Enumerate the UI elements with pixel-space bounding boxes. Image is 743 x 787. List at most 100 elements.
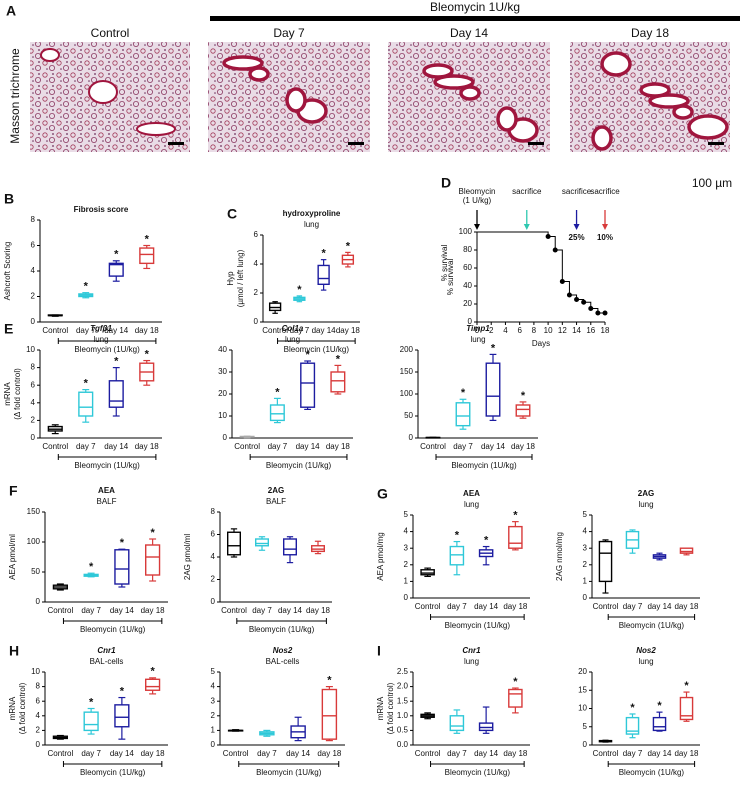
box [420,569,435,576]
y-tick-label: 4 [211,552,216,561]
y-tick-label: 0 [211,740,216,749]
chart-title: Timp1 [466,324,490,333]
significance-star: * [305,349,310,361]
x-tick-label: Control [593,602,619,611]
y-tick-label: 2.0 [397,682,409,691]
scale-bar [708,142,724,145]
airway [222,55,264,71]
significance-star: * [120,537,125,549]
y-tick-label: 2 [31,292,36,301]
x-tick-label: Control [47,749,73,758]
significance-star: * [114,356,119,368]
y-tick-label: 10 [26,345,35,354]
box [145,544,161,576]
chart-title: lung [93,335,108,344]
x-tick-label: day 14 [104,326,129,335]
panel-letter: F [9,483,18,499]
y-tick-label: 100 [400,389,414,398]
airway [496,106,518,132]
box [485,362,501,417]
chart-title: lung [638,657,653,666]
group-label: Bleomycin (1U/kg) [249,625,315,634]
x-tick-label: Control [415,749,441,758]
y-tick-label: 20 [578,667,587,676]
y-tick-label: 1 [404,577,409,586]
event-label: sacrifice [562,187,592,196]
y-tick-label: 0 [211,597,216,606]
x-tick-label: Control [42,442,68,451]
x-tick-label: day 18 [135,326,160,335]
significance-star: * [114,249,119,261]
y-tick-label: 6 [31,241,36,250]
y-tick-label: 4 [31,398,36,407]
y-axis-label: % survival [440,245,449,282]
y-axis-label: mRNA [8,696,17,720]
box [300,362,316,408]
box [78,391,94,417]
chart-title: Cnr1 [97,646,116,655]
x-tick-label: 6 [517,326,522,335]
significance-star: * [89,696,94,708]
x-tick-label: 2 [489,326,494,335]
significance-star: * [484,534,489,546]
chart-title: AEA [98,486,115,495]
x-tick-label: 14 [572,326,581,335]
box [652,716,667,732]
x-tick-label: day 18 [503,749,528,758]
y-tick-label: 5 [583,510,588,519]
y-tick-label: 3 [211,696,216,705]
y-tick-label: 3 [583,543,588,552]
event-label: Bleomycin [459,187,496,196]
panel-letter: D [441,175,451,191]
x-tick-label: Control [42,326,68,335]
significance-star: * [150,527,155,539]
chart-title: Cnr1 [462,646,481,655]
event-label: sacrifice [512,187,542,196]
box [508,688,523,708]
x-tick-label: day 7 [447,749,467,758]
y-tick-label: 100 [459,227,473,236]
chart-title: Nos2 [636,646,656,655]
x-tick-label: day 18 [503,602,528,611]
y-tick-label: 10 [578,704,587,713]
y-tick-label: 1 [211,726,216,735]
airway [285,87,307,113]
y-axis-label: Hyp [226,271,235,286]
y-tick-label: 10 [218,411,227,420]
x-tick-label: Control [415,602,441,611]
x-tick-label: day 14 [474,602,499,611]
survival-point [602,310,608,316]
image-label: Day 18 [631,26,669,40]
x-tick-label: day 7 [268,442,288,451]
x-tick-label: day 14 [312,326,337,335]
group-label: Bleomycin (1U/kg) [80,625,146,634]
y-tick-label: 150 [400,367,414,376]
y-tick-label: 1.0 [397,711,409,720]
x-tick-label: day 18 [141,606,166,615]
event-label: sacrifice [590,187,620,196]
y-tick-label: 0 [254,317,259,326]
x-tick-label: Control [262,326,288,335]
box [108,380,124,408]
y-tick-label: 4 [31,266,36,275]
box [283,538,298,556]
chart-title: Tgfβ1 [90,324,112,333]
y-tick-label: 0 [31,433,36,442]
chart-title: lung [285,335,300,344]
panel-letter: H [9,643,19,659]
significance-star: * [145,233,150,245]
box [598,540,613,583]
y-tick-label: 4 [36,711,41,720]
chart-title: BALF [266,497,286,506]
chart-title: Col1a [282,324,304,333]
significance-star: * [84,281,89,293]
y-axis-label: % survival [446,259,455,296]
x-tick-label: day 18 [317,749,342,758]
x-tick-label: 10 [544,326,553,335]
stain-label: Masson trichrome [8,48,22,144]
y-tick-label: 2 [404,560,409,569]
x-tick-label: day 14 [647,749,672,758]
significance-star: * [336,353,341,365]
significance-star: * [89,561,94,573]
x-tick-label: day 18 [511,442,536,451]
